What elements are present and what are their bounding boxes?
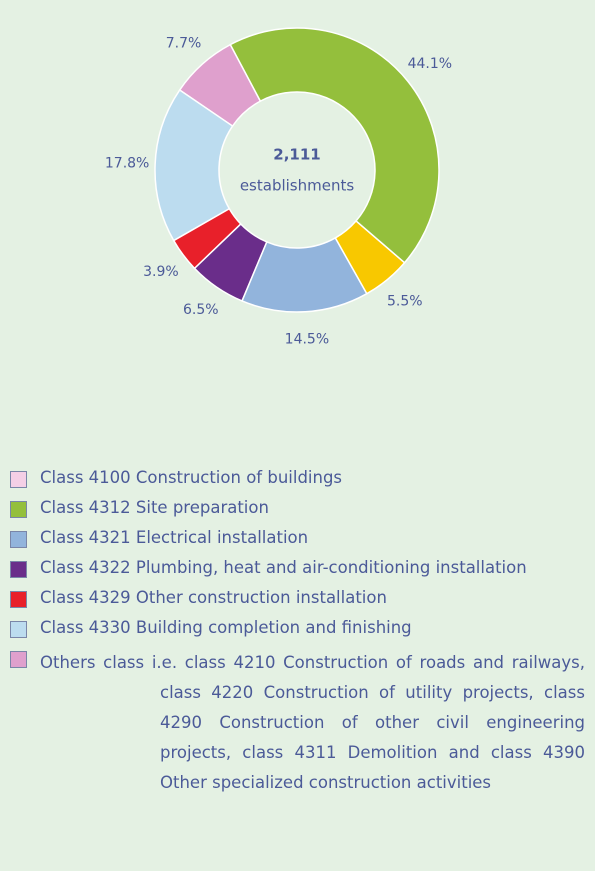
legend: Class 4100 Construction of buildings Clas… bbox=[0, 466, 595, 792]
value-label: 5.5% bbox=[387, 293, 423, 309]
legend-label: Class 4330 Building completion and finis… bbox=[40, 618, 412, 637]
legend-label: Others class i.e. class 4210 Constructio… bbox=[40, 653, 585, 792]
donut-segment bbox=[229, 27, 440, 264]
value-label: 44.1% bbox=[408, 56, 452, 72]
legend-item: Class 4312 Site preparation bbox=[0, 496, 595, 526]
legend-swatch bbox=[10, 651, 27, 668]
legend-swatch bbox=[10, 561, 27, 578]
value-label: 6.5% bbox=[183, 302, 219, 318]
chart: 2,111 establishments 44.1% 5.5% 14.5% 6.5% 3… bbox=[105, 27, 452, 348]
legend-item: Others class i.e. class 4210 Constructio… bbox=[0, 646, 595, 792]
value-label: 3.9% bbox=[143, 264, 179, 280]
legend-swatch bbox=[10, 621, 27, 638]
legend-label: Class 4321 Electrical installation bbox=[40, 528, 309, 547]
legend-swatch bbox=[10, 531, 27, 548]
value-label: 7.7% bbox=[166, 35, 202, 51]
legend-swatch bbox=[10, 471, 27, 488]
center-label: establishments bbox=[240, 177, 355, 195]
legend-label: Class 4329 Other construction installati… bbox=[40, 588, 387, 607]
value-label: 17.8% bbox=[105, 155, 149, 171]
legend-item: Class 4321 Electrical installation bbox=[0, 526, 595, 556]
legend-item: Class 4322 Plumbing, heat and air-condit… bbox=[0, 556, 595, 586]
legend-swatch bbox=[10, 501, 27, 518]
center-label: 2,111 bbox=[273, 146, 320, 164]
legend-label: Class 4100 Construction of buildings bbox=[40, 468, 343, 487]
legend-item: Class 4329 Other construction installati… bbox=[0, 586, 595, 616]
legend-item: Class 4330 Building completion and finis… bbox=[0, 616, 595, 646]
legend-label: Class 4312 Site preparation bbox=[40, 498, 269, 517]
legend-swatch bbox=[10, 591, 27, 608]
value-label: 14.5% bbox=[285, 332, 329, 348]
legend-item: Class 4100 Construction of buildings bbox=[0, 466, 595, 496]
donut-segment bbox=[334, 219, 406, 295]
donut-segment bbox=[241, 236, 368, 313]
donut-segment bbox=[154, 88, 234, 242]
donut-segment bbox=[172, 207, 242, 270]
donut-segment bbox=[193, 222, 268, 302]
legend-label: Class 4322 Plumbing, heat and air-condit… bbox=[40, 558, 527, 577]
